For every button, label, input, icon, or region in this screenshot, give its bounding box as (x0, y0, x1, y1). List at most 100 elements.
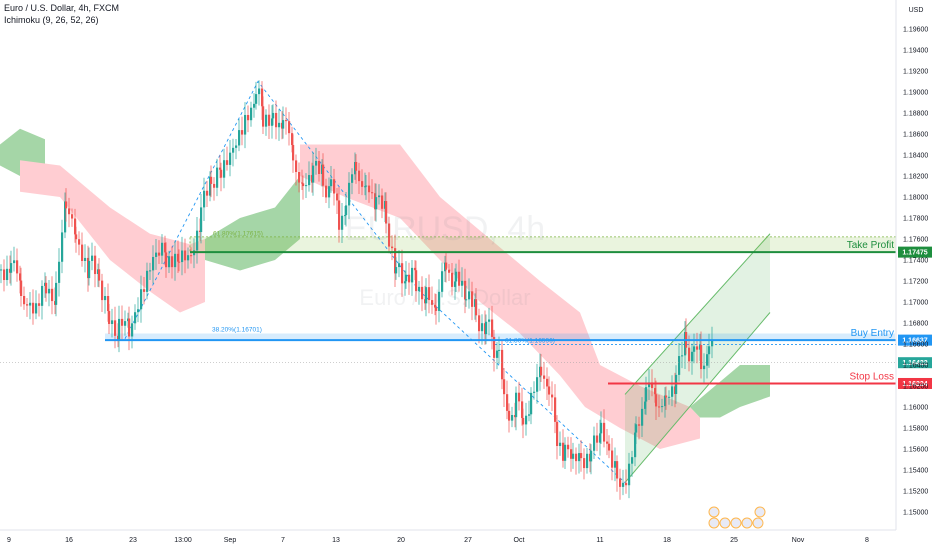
candle-body (365, 185, 368, 187)
candle-body (291, 133, 294, 146)
y-tick-label: 1.19000 (903, 90, 928, 97)
candle-body (325, 185, 328, 198)
candle-body (41, 285, 44, 306)
candle-body (661, 406, 664, 408)
candle-body (706, 354, 709, 366)
candle-body (171, 256, 174, 268)
candle-body (164, 242, 167, 253)
candle-body (551, 394, 554, 398)
candle-body (330, 179, 333, 187)
price-tag-current: 1.16422 (902, 360, 927, 367)
candle-body (219, 167, 222, 170)
y-tick-label: 1.17000 (903, 300, 928, 307)
candle-body (84, 257, 87, 261)
chart-title: Euro / U.S. Dollar, 4h, FXCM (4, 3, 120, 13)
candle-body (301, 182, 304, 184)
watermark-symbol: EURUSD, 4h (345, 210, 545, 248)
candle-body (143, 289, 146, 292)
candle-body (668, 396, 671, 398)
candle-body (461, 280, 464, 286)
x-tick-label: 18 (663, 537, 671, 544)
candle-body (58, 261, 61, 283)
event-icon (741, 517, 753, 529)
candle-body (411, 267, 414, 283)
x-tick-label: 13 (332, 537, 340, 544)
candle-body (220, 169, 223, 178)
candle-body (506, 394, 509, 411)
candle-body (498, 349, 501, 351)
candle-body (20, 280, 23, 297)
candle-body (292, 145, 295, 161)
y-tick-label: 1.19200 (903, 69, 928, 76)
candle-body (548, 386, 551, 395)
candle-body (275, 112, 278, 128)
candle-body (358, 170, 361, 182)
candle-body (355, 161, 358, 171)
candle-body (184, 250, 187, 261)
candle-body (262, 106, 265, 127)
candle-body (611, 450, 614, 468)
event-icon (708, 506, 720, 518)
candle-body (344, 215, 347, 217)
candle-body (528, 414, 531, 416)
candle-body (481, 323, 484, 332)
candle-body (408, 274, 411, 283)
candle-body (238, 130, 241, 146)
x-tick-label: Nov (792, 537, 805, 544)
y-tick-label: 1.19400 (903, 48, 928, 55)
y-tick-label: 1.18600 (903, 132, 928, 139)
x-tick-label: 23 (129, 537, 137, 544)
x-tick-label: 7 (281, 537, 285, 544)
candle-body (493, 336, 496, 358)
candle-body (575, 453, 578, 462)
candle-body (375, 197, 378, 210)
candle-body (158, 252, 161, 256)
candle-body (648, 382, 651, 388)
level-label-take-profit: Take Profit (847, 240, 894, 251)
y-tick-label: 1.15000 (903, 510, 928, 517)
candle-body (590, 450, 593, 462)
candle-body (428, 287, 431, 301)
candle-body (288, 121, 291, 134)
candle-body (394, 248, 397, 274)
candle-body (282, 120, 285, 129)
price-tag-stop-loss: 1.16224 (902, 381, 927, 388)
y-tick-label: 1.15400 (903, 468, 928, 475)
candle-body (107, 296, 110, 312)
candle-body (465, 299, 468, 301)
ichimoku-cloud-bullish (690, 365, 770, 418)
candle-body (134, 312, 137, 324)
candle-body (455, 271, 458, 282)
y-tick-label: 1.19600 (903, 27, 928, 34)
candle-body (75, 234, 78, 240)
candle-body (48, 288, 51, 294)
y-tick-label: 1.15800 (903, 426, 928, 433)
x-tick-label: 27 (464, 537, 472, 544)
candle-body (247, 114, 250, 121)
candle-body (190, 255, 193, 257)
candle-body (91, 255, 94, 261)
candle-body (268, 114, 271, 126)
candle-body (543, 375, 546, 379)
price-tag-bg (898, 246, 932, 258)
y-tick-label: 1.18400 (903, 153, 928, 160)
candle-body (654, 388, 657, 395)
candle-body (241, 130, 244, 135)
candle-body (229, 152, 232, 165)
candle-body (61, 232, 64, 262)
candle-body (177, 253, 180, 262)
candle-body (586, 453, 589, 469)
y-tick-label: 1.18200 (903, 174, 928, 181)
candle-body (351, 174, 354, 183)
y-tick-label: 1.18800 (903, 111, 928, 118)
candle-body (554, 397, 557, 422)
candle-body (533, 391, 536, 393)
candle-body (74, 218, 77, 235)
event-icon (719, 517, 731, 529)
candle-body (522, 417, 525, 425)
candle-body (131, 323, 134, 337)
candle-body (693, 346, 696, 352)
candle-body (51, 288, 54, 302)
candle-body (564, 444, 567, 461)
